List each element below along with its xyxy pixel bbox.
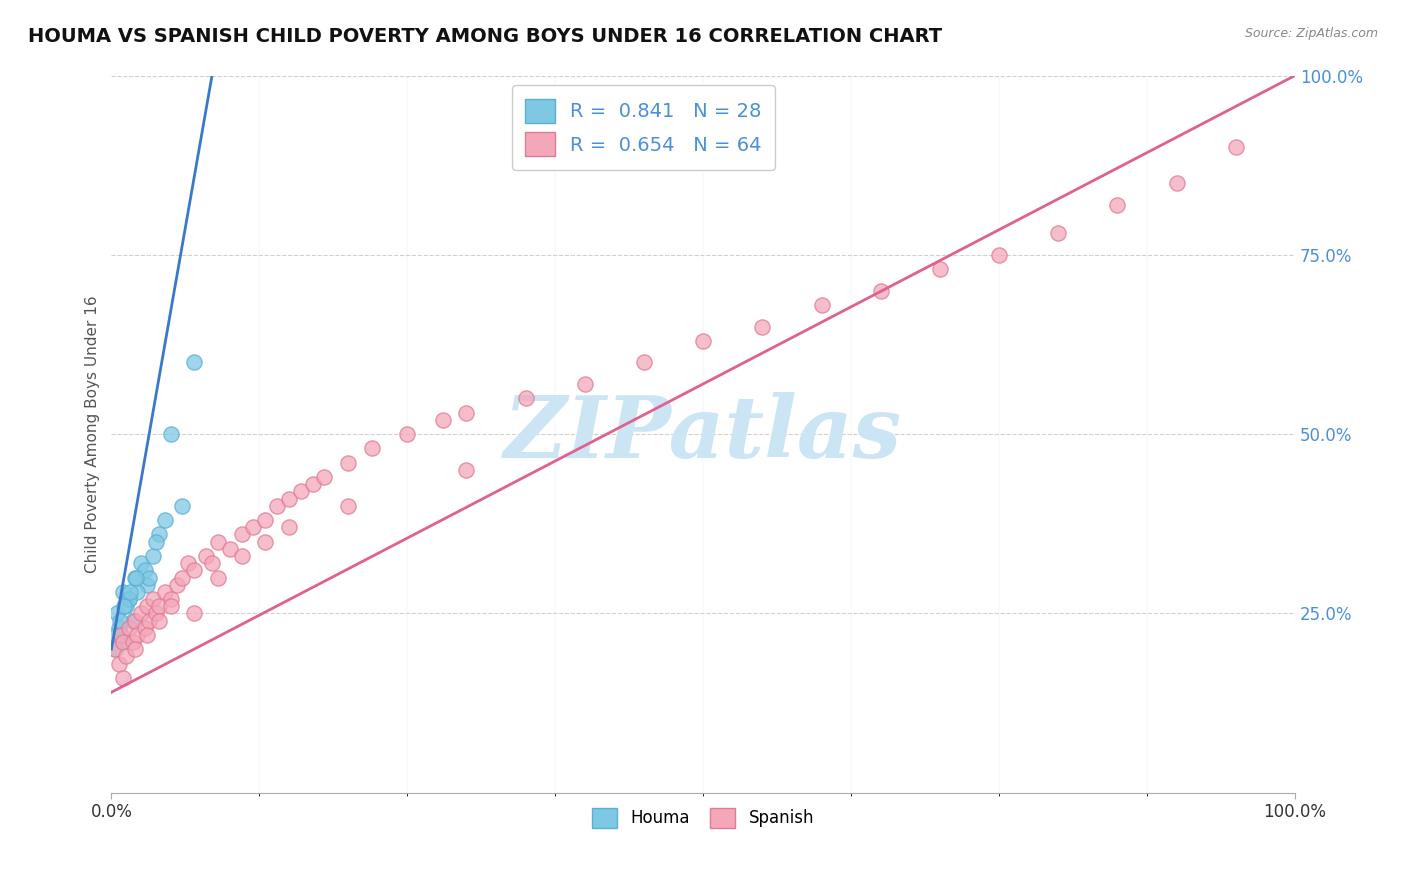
Point: [121, 635, 143, 649]
Point: [142, 549, 165, 563]
Point: [111, 635, 134, 649]
Point: [810, 298, 832, 312]
Point: [108, 614, 131, 628]
Point: [105, 607, 128, 621]
Point: [110, 628, 132, 642]
Point: [159, 592, 181, 607]
Point: [112, 671, 135, 685]
Point: [988, 248, 1011, 262]
Point: [633, 355, 655, 369]
Point: [456, 406, 478, 420]
Point: [183, 355, 205, 369]
Point: [138, 570, 160, 584]
Point: [314, 470, 336, 484]
Point: [396, 427, 419, 442]
Point: [278, 520, 301, 534]
Point: [231, 549, 253, 563]
Point: [1225, 140, 1247, 154]
Point: [112, 585, 135, 599]
Point: [104, 642, 127, 657]
Point: [1107, 197, 1129, 211]
Point: [172, 499, 194, 513]
Point: [110, 628, 132, 642]
Y-axis label: Child Poverty Among Boys Under 16: Child Poverty Among Boys Under 16: [86, 295, 100, 573]
Point: [159, 599, 181, 614]
Point: [201, 556, 224, 570]
Point: [266, 499, 288, 513]
Point: [135, 628, 157, 642]
Point: [301, 477, 323, 491]
Point: [207, 570, 229, 584]
Point: [148, 614, 170, 628]
Point: [153, 585, 176, 599]
Point: [183, 607, 205, 621]
Point: [127, 585, 149, 599]
Point: [112, 635, 135, 649]
Point: [869, 284, 891, 298]
Point: [134, 563, 156, 577]
Point: [124, 570, 146, 584]
Point: [124, 642, 146, 657]
Point: [254, 534, 277, 549]
Point: [129, 556, 152, 570]
Point: [129, 607, 152, 621]
Point: [118, 592, 141, 607]
Point: [105, 628, 128, 642]
Point: [118, 621, 141, 635]
Legend: Houma, Spanish: Houma, Spanish: [586, 801, 821, 835]
Point: [360, 442, 382, 456]
Point: [124, 614, 146, 628]
Point: [148, 527, 170, 541]
Point: [120, 585, 142, 599]
Point: [148, 599, 170, 614]
Point: [135, 599, 157, 614]
Point: [145, 534, 167, 549]
Point: [1047, 227, 1070, 241]
Point: [195, 549, 218, 563]
Point: [153, 513, 176, 527]
Text: Source: ZipAtlas.com: Source: ZipAtlas.com: [1244, 27, 1378, 40]
Point: [290, 484, 312, 499]
Point: [337, 499, 360, 513]
Point: [515, 391, 537, 405]
Point: [231, 527, 253, 541]
Point: [207, 534, 229, 549]
Point: [114, 599, 136, 614]
Point: [183, 563, 205, 577]
Point: [138, 614, 160, 628]
Point: [1166, 176, 1188, 190]
Point: [432, 413, 454, 427]
Point: [114, 649, 136, 664]
Text: HOUMA VS SPANISH CHILD POVERTY AMONG BOYS UNDER 16 CORRELATION CHART: HOUMA VS SPANISH CHILD POVERTY AMONG BOY…: [28, 27, 942, 45]
Point: [172, 570, 194, 584]
Point: [218, 541, 240, 556]
Point: [112, 599, 135, 614]
Point: [177, 556, 200, 570]
Point: [142, 592, 165, 607]
Point: [692, 334, 714, 348]
Point: [104, 642, 127, 657]
Point: [242, 520, 264, 534]
Point: [134, 621, 156, 635]
Point: [145, 607, 167, 621]
Point: [456, 463, 478, 477]
Point: [166, 577, 188, 591]
Point: [121, 614, 143, 628]
Point: [254, 513, 277, 527]
Point: [127, 628, 149, 642]
Point: [751, 319, 773, 334]
Point: [574, 376, 596, 391]
Point: [107, 621, 129, 635]
Point: [159, 427, 181, 442]
Point: [337, 456, 360, 470]
Point: [135, 577, 157, 591]
Point: [125, 570, 148, 584]
Text: ZIPatlas: ZIPatlas: [505, 392, 903, 475]
Point: [107, 657, 129, 671]
Point: [929, 262, 952, 277]
Point: [278, 491, 301, 506]
Point: [118, 592, 141, 607]
